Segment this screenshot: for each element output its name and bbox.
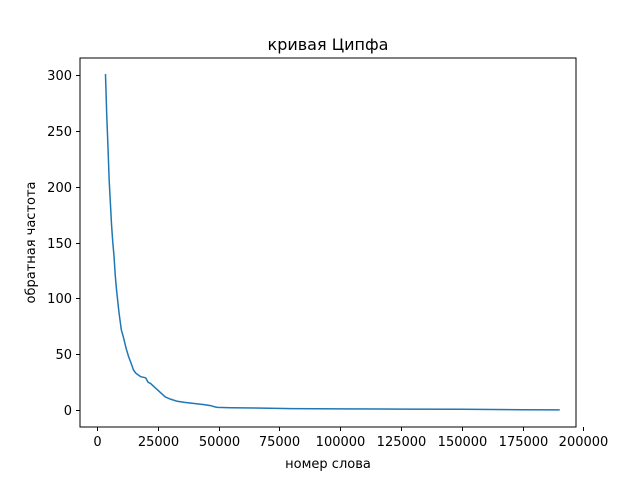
x-tick-label: 50000: [199, 435, 240, 450]
x-tick-label: 0: [93, 435, 101, 450]
x-tick-label: 175000: [499, 435, 549, 450]
y-tick-label: 50: [55, 348, 72, 363]
x-tick-label: 100000: [316, 435, 366, 450]
y-axis: 0 50 100 150 200 250 300: [47, 69, 80, 419]
x-axis: 0 25000 50000 75000 100000 125000 150000 175000…: [93, 427, 608, 450]
y-tick-label: 250: [47, 125, 72, 140]
plot-area: [104, 74, 560, 411]
series-line: [104, 74, 560, 411]
x-tick-label: 25000: [138, 435, 179, 450]
y-tick-label: 0: [64, 404, 72, 419]
axes-frame: [79, 57, 577, 428]
x-axis-label: номер слова: [285, 457, 371, 472]
chart-title: кривая Ципфа: [268, 35, 389, 54]
x-tick-label: 150000: [438, 435, 488, 450]
y-tick-label: 200: [47, 181, 72, 196]
x-tick-label: 200000: [559, 435, 609, 450]
y-tick-label: 300: [47, 69, 72, 84]
x-tick-label: 75000: [259, 435, 300, 450]
x-tick-label: 125000: [377, 435, 427, 450]
y-tick-label: 150: [47, 237, 72, 252]
y-axis-label: обратная частота: [24, 181, 39, 303]
y-tick-label: 100: [47, 292, 72, 307]
